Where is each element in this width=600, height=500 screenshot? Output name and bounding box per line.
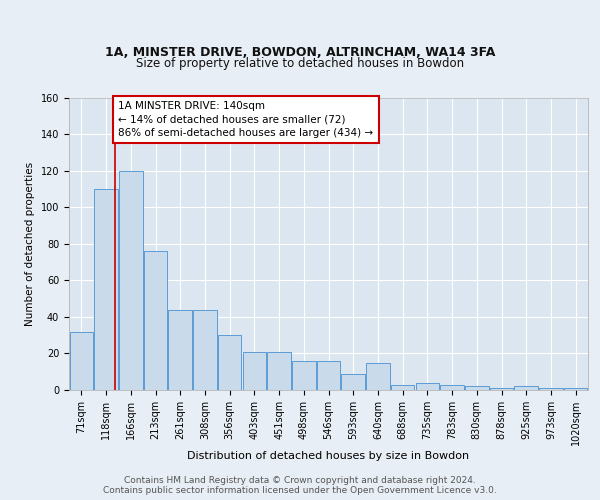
Bar [70, 332, 93, 390]
Bar [317, 361, 340, 390]
Bar [144, 251, 167, 390]
Bar [391, 384, 415, 390]
Bar [564, 388, 587, 390]
Text: Size of property relative to detached houses in Bowdon: Size of property relative to detached ho… [136, 58, 464, 70]
Text: 1A MINSTER DRIVE: 140sqm
← 14% of detached houses are smaller (72)
86% of semi-d: 1A MINSTER DRIVE: 140sqm ← 14% of detach… [118, 101, 374, 138]
Bar [490, 388, 513, 390]
Bar [465, 386, 488, 390]
Bar [366, 362, 389, 390]
Bar [539, 388, 563, 390]
Bar [440, 384, 464, 390]
Text: 1A, MINSTER DRIVE, BOWDON, ALTRINCHAM, WA14 3FA: 1A, MINSTER DRIVE, BOWDON, ALTRINCHAM, W… [105, 46, 495, 59]
Bar [169, 310, 192, 390]
Bar [218, 335, 241, 390]
Bar [292, 361, 316, 390]
Bar [514, 386, 538, 390]
Bar [416, 382, 439, 390]
Y-axis label: Number of detached properties: Number of detached properties [25, 162, 35, 326]
X-axis label: Distribution of detached houses by size in Bowdon: Distribution of detached houses by size … [187, 450, 470, 460]
Bar [341, 374, 365, 390]
Bar [193, 310, 217, 390]
Text: Contains HM Land Registry data © Crown copyright and database right 2024.
Contai: Contains HM Land Registry data © Crown c… [103, 476, 497, 495]
Bar [94, 189, 118, 390]
Bar [242, 352, 266, 390]
Bar [119, 170, 143, 390]
Bar [268, 352, 291, 390]
